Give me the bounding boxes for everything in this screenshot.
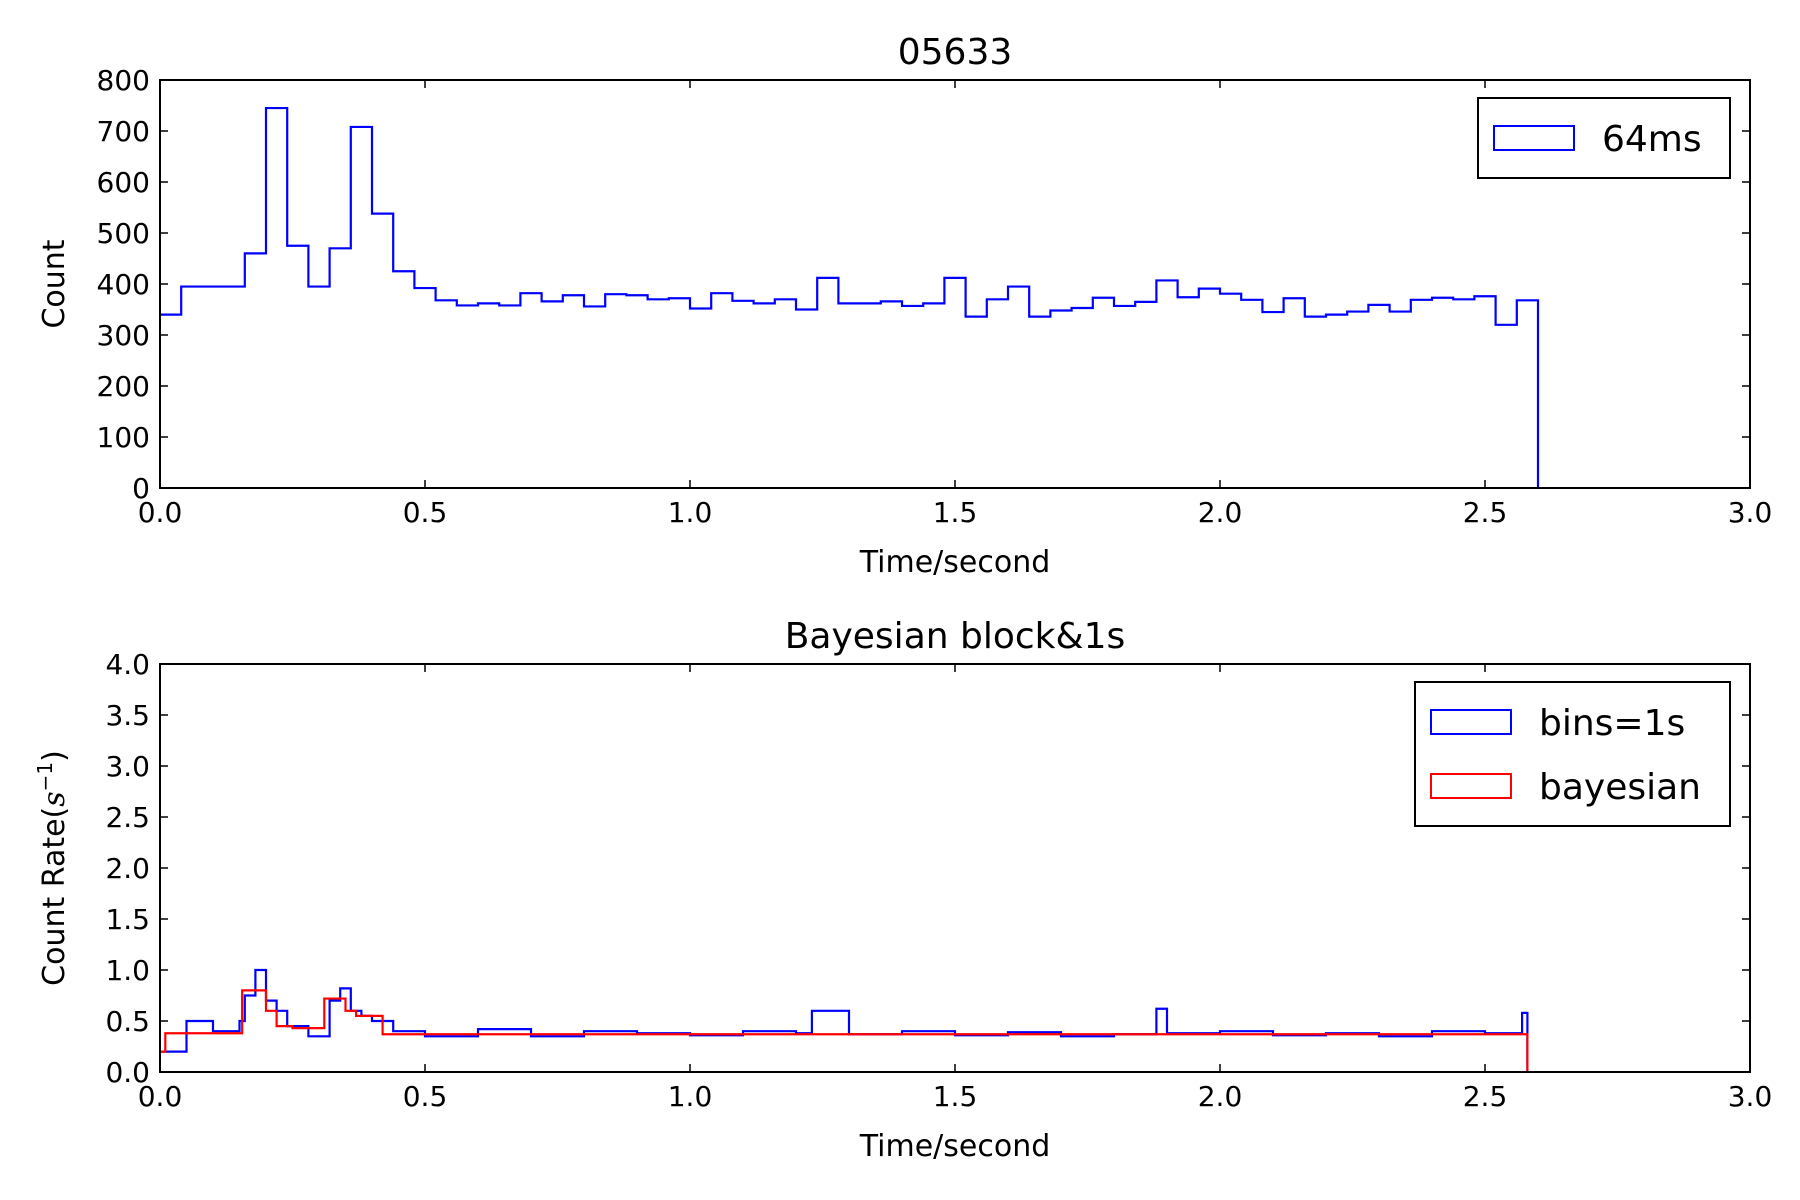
y-axis-label: Count (37, 239, 72, 328)
plot-title: Bayesian block&1s (785, 616, 1126, 657)
y-tick-label: 3.5 (105, 699, 150, 732)
top-plot-panel: 0.0 0.5 1.0 1.5 2.0 2.5 3.0 0 100 200 300 400 500 600… (37, 32, 1772, 580)
x-tick-label: 1.5 (933, 496, 978, 529)
x-tick-label: 2.0 (1198, 1080, 1243, 1113)
x-tick-label: 1.0 (668, 1080, 713, 1113)
legend-label: bins=1s (1539, 703, 1685, 744)
y-tick-label: 0.5 (105, 1005, 150, 1038)
y-tick-label: 3.0 (105, 750, 150, 783)
x-tick-label: 2.5 (1463, 496, 1508, 529)
y-tick-label: 700 (97, 115, 150, 148)
legend-swatch (1430, 773, 1512, 799)
y-tick-label: 200 (97, 370, 150, 403)
y-axis-label-close: ) (37, 750, 72, 762)
y-axis-label-text: Count Rate( (37, 807, 72, 986)
y-tick-label: 2.0 (105, 852, 150, 885)
legend: 64ms (1477, 97, 1731, 179)
x-tick-label: 3.0 (1728, 1080, 1773, 1113)
y-tick-label: 4.0 (105, 648, 150, 681)
x-tick-label: 1.0 (668, 496, 713, 529)
x-axis-label: Time/second (859, 545, 1051, 580)
y-tick-label: 600 (97, 166, 150, 199)
plot-title: 05633 (898, 32, 1013, 73)
x-tick-label: 2.5 (1463, 1080, 1508, 1113)
legend-swatch (1493, 125, 1575, 151)
series-line-64ms (160, 106, 1540, 488)
x-tick-label: 0.0 (138, 496, 183, 529)
y-tick-label: 100 (97, 421, 150, 454)
legend: bins=1s bayesian (1414, 681, 1731, 827)
legend-label: bayesian (1539, 767, 1701, 808)
y-axis-label: Count Rate(s−1) (33, 750, 72, 986)
legend-box (1477, 97, 1731, 179)
y-tick-label: 0.0 (105, 1056, 150, 1089)
x-tick-label: 3.0 (1728, 496, 1773, 529)
x-tick-label: 1.5 (933, 1080, 978, 1113)
y-axis-label-exp: −1 (33, 762, 57, 791)
y-tick-label: 400 (97, 268, 150, 301)
x-axis-label: Time/second (859, 1129, 1051, 1164)
x-tick-label: 0.0 (138, 1080, 183, 1113)
y-axis-label-math: s (37, 791, 72, 806)
y-tick-label: 1.0 (105, 954, 150, 987)
series-line-bins-1s (160, 968, 1529, 1072)
y-tick-label: 2.5 (105, 801, 150, 834)
x-tick-label: 0.5 (403, 496, 448, 529)
legend-swatch (1430, 709, 1512, 735)
y-tick-label: 300 (97, 319, 150, 352)
y-tick-label: 800 (97, 64, 150, 97)
legend-label: 64ms (1602, 119, 1702, 160)
y-tick-label: 0 (132, 472, 150, 505)
legend-box (1414, 681, 1731, 827)
bottom-plot-panel: 0.0 0.5 1.0 1.5 2.0 2.5 3.0 0.0 0.5 1.0 1.5 2.0 2.5 3… (33, 616, 1772, 1164)
x-tick-label: 0.5 (403, 1080, 448, 1113)
x-tick-label: 2.0 (1198, 496, 1243, 529)
series-line-bayesian (160, 989, 1529, 1072)
y-tick-label: 500 (97, 217, 150, 250)
y-tick-label: 1.5 (105, 903, 150, 936)
